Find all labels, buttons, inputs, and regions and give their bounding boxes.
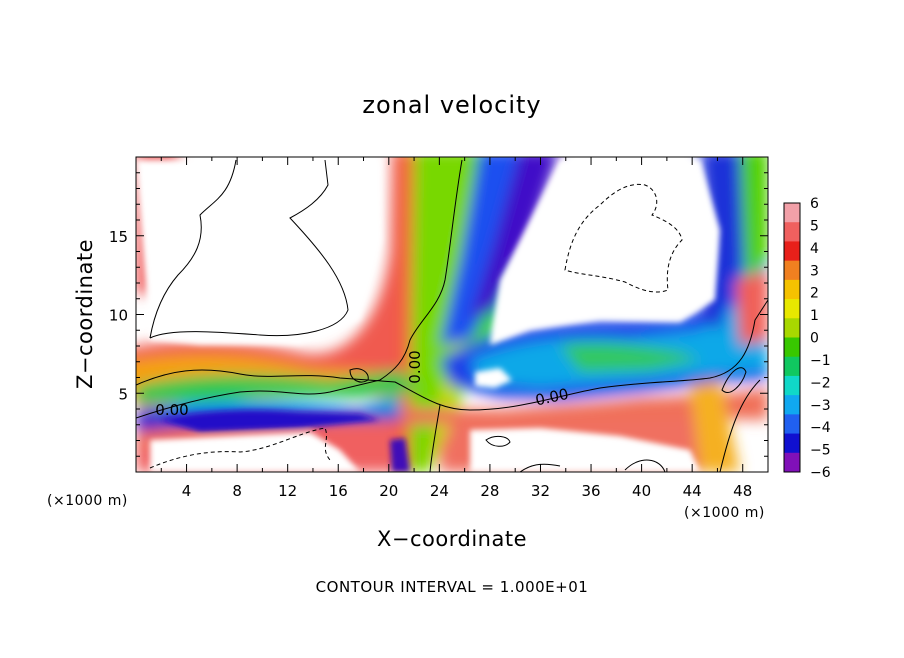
colorbar-swatch: [784, 260, 800, 281]
colorbar-tick-label: 1: [810, 308, 819, 324]
colorbar-tick-label: 2: [810, 286, 819, 302]
x-tick-label: 48: [733, 482, 752, 500]
colorbar: 6 5 4 3 2 1 0 −1 −2 −3 −4 −5 −6: [783, 196, 831, 481]
x-tick-label: 28: [480, 482, 499, 500]
colorbar-swatch: [784, 414, 800, 435]
x-axis-title: X−coordinate: [377, 527, 527, 551]
y-tick-label: 10: [109, 307, 128, 325]
colorbar-swatch: [784, 241, 800, 262]
x-tick-label: 20: [379, 482, 398, 500]
x-tick-label: 8: [232, 482, 242, 500]
colorbar-tick-label: −1: [810, 353, 831, 369]
colorbar-swatch: [784, 279, 800, 300]
x-tick-label: 32: [531, 482, 550, 500]
colorbar-swatch: [784, 356, 800, 377]
colorbar-swatch: [784, 318, 800, 338]
contour-lines: [136, 159, 768, 472]
y-axis: 5 10 15: [109, 172, 768, 457]
y-axis-title: Z−coordinate: [73, 239, 97, 389]
colorbar-swatch: [784, 395, 800, 415]
chart-title: zonal velocity: [362, 91, 541, 119]
colorbar-swatch: [784, 452, 800, 473]
colorbar-swatch: [784, 203, 800, 223]
x-tick-label: 36: [581, 482, 600, 500]
colorbar-frame: [783, 202, 801, 473]
contour-interval-note: CONTOUR INTERVAL = 1.000E+01: [316, 578, 589, 596]
colorbar-tick-label: −4: [810, 420, 831, 436]
colorbar-tick-label: −5: [810, 443, 831, 459]
x-tick-label: 16: [329, 482, 348, 500]
colorbar-swatch: [784, 222, 800, 242]
x-tick-label: 4: [182, 482, 192, 500]
x-tick-label: 12: [278, 482, 297, 500]
colorbar-swatch: [784, 299, 800, 319]
colorbar-tick-label: −6: [810, 465, 831, 481]
colorbar-tick-label: 3: [810, 263, 819, 279]
y-tick-label: 15: [109, 228, 128, 246]
colorbar-tick-label: 4: [810, 241, 819, 257]
x-axis: 4 8 12 16 20 24 28 32 36 40 44 48: [160, 157, 752, 500]
colorbar-tick-label: 5: [810, 218, 819, 234]
negative-contours: [149, 183, 683, 469]
colorbar-tick-label: −3: [810, 398, 831, 414]
colorbar-tick-label: 0: [810, 331, 819, 347]
colorbar-swatch: [784, 433, 800, 454]
x-tick-label: 40: [632, 482, 651, 500]
velocity-field: [136, 157, 768, 472]
contour-label-left: 0.00: [155, 401, 188, 419]
colorbar-tick-label: 6: [810, 196, 819, 212]
x-tick-label: 24: [430, 482, 449, 500]
y-tick-label: 5: [118, 385, 128, 403]
x-axis-unit: (×1000 m): [684, 505, 765, 521]
contour-label-center: 0.00: [406, 350, 424, 383]
colorbar-swatch: [784, 337, 800, 358]
colorbar-tick-label: −2: [810, 375, 831, 391]
y-axis-unit: (×1000 m): [47, 493, 128, 509]
x-tick-label: 44: [683, 482, 702, 500]
colorbar-swatch: [784, 375, 800, 396]
